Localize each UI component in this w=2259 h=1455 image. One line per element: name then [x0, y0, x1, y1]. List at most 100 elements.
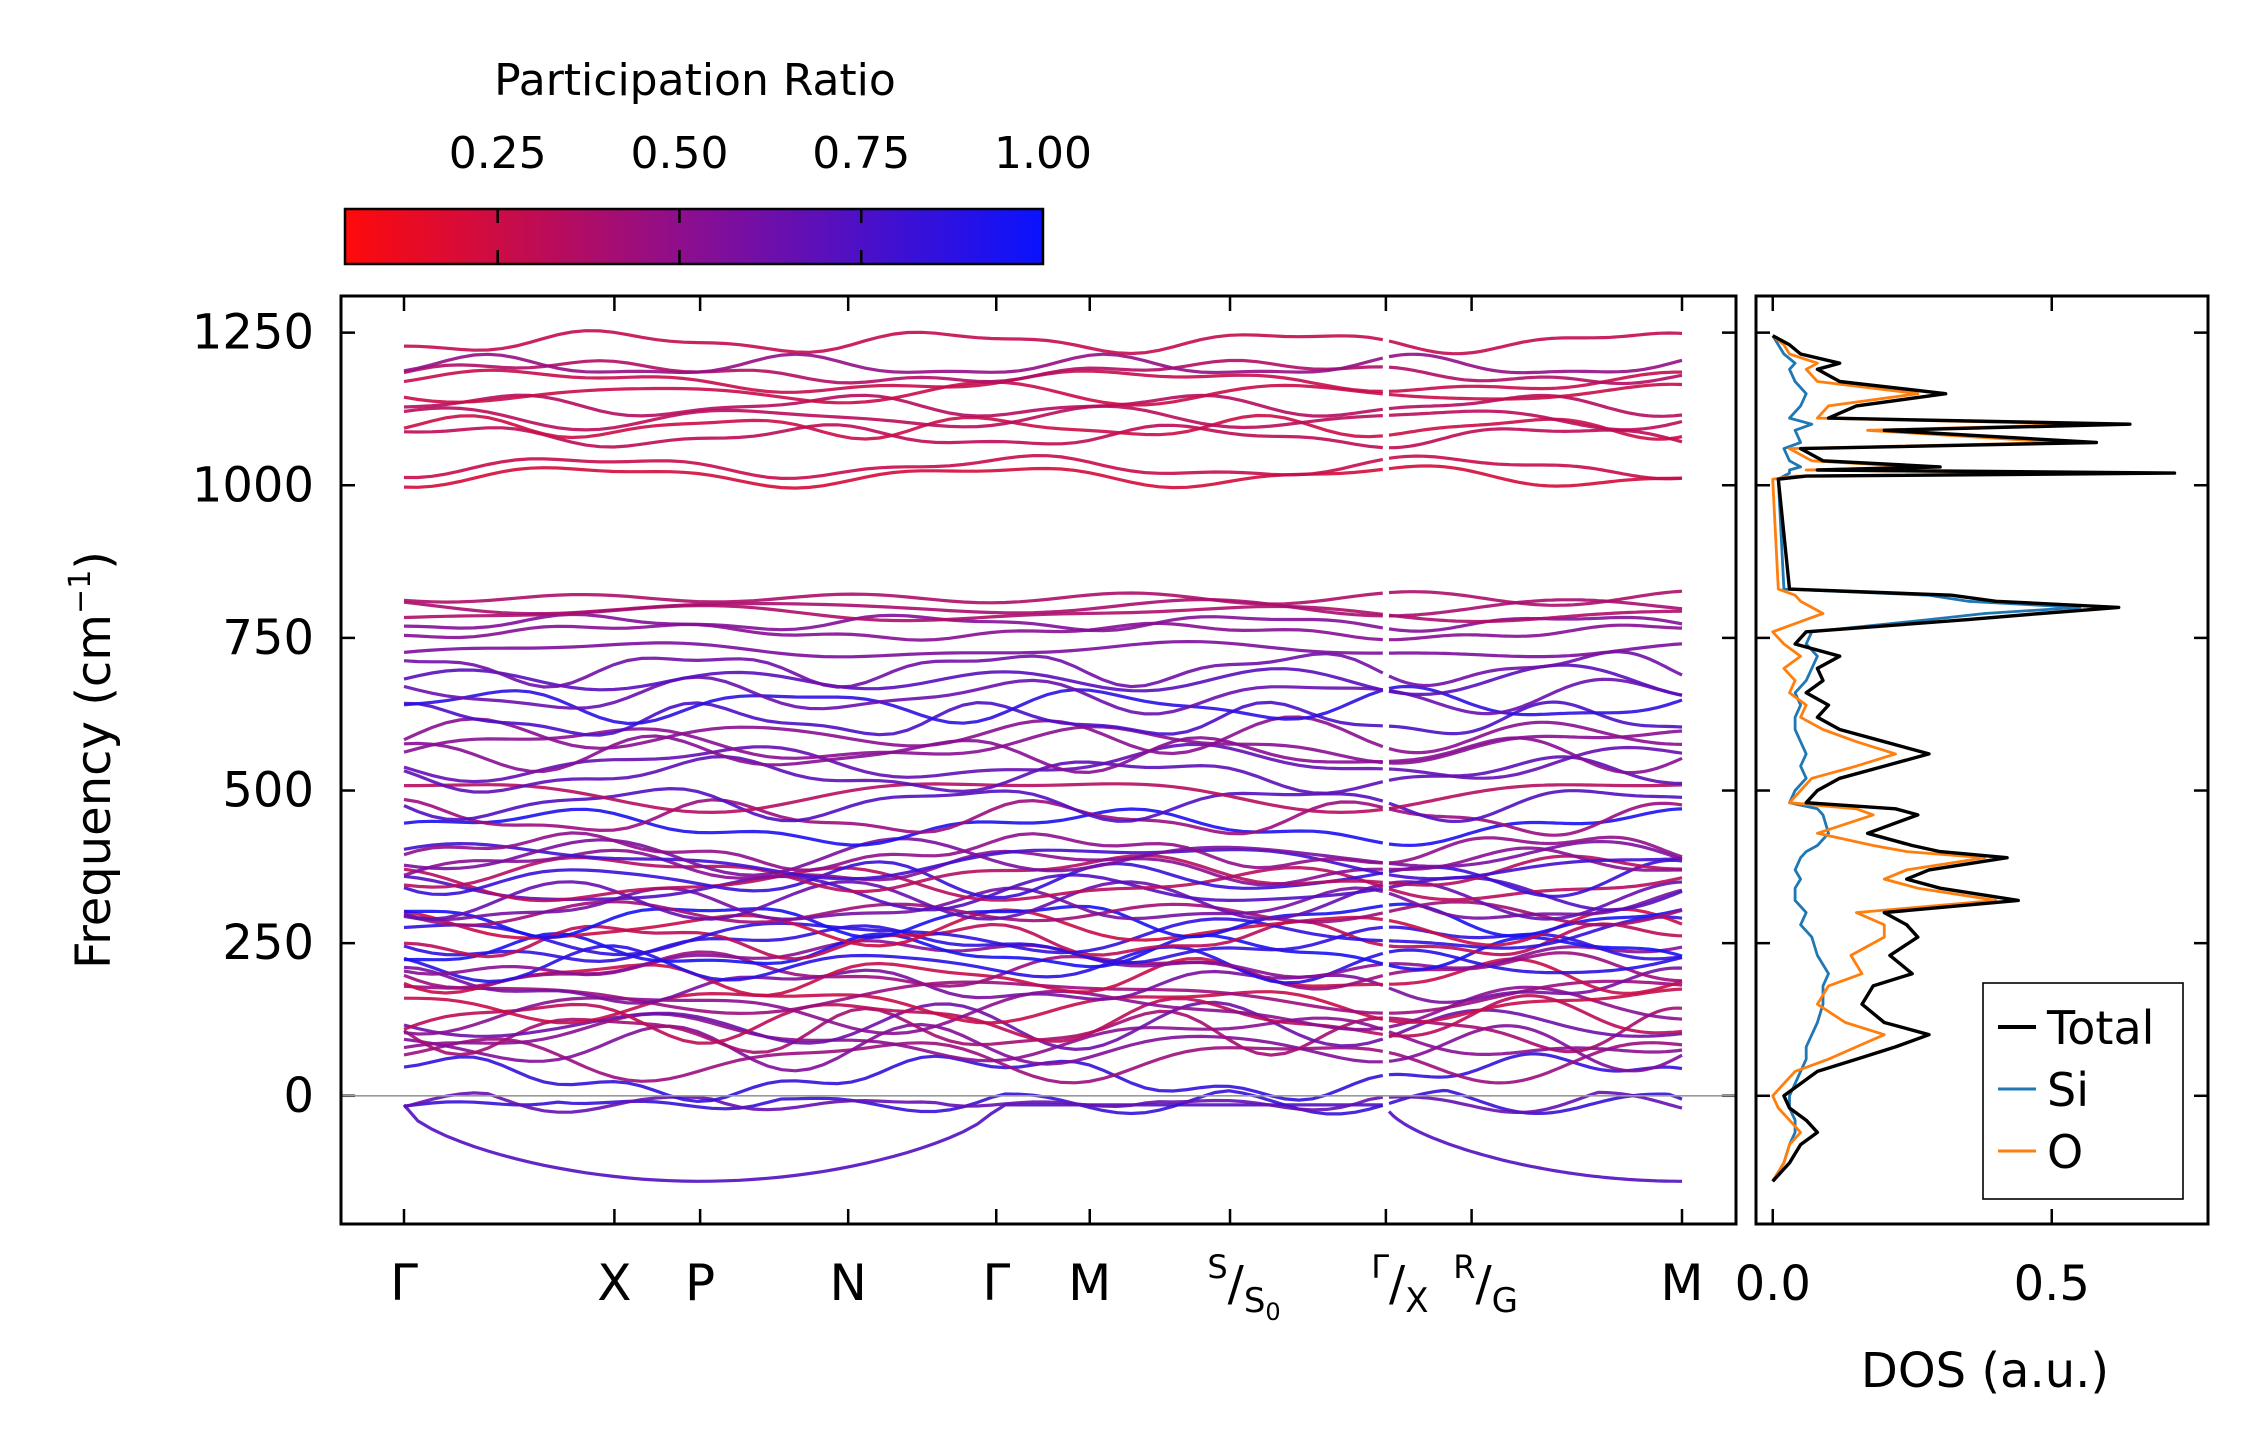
k-label-sup: Γ: [1371, 1248, 1389, 1286]
k-point-label: R/G: [1453, 1248, 1518, 1321]
k-label-slash: /: [1389, 1256, 1406, 1312]
band-line: [1388, 370, 1682, 393]
k-label-text: S/S0: [1207, 1248, 1280, 1326]
band-line: [1388, 1030, 1683, 1056]
band-lines: [402, 329, 1683, 1183]
colorbar-tick-label: 0.50: [630, 128, 728, 179]
k-label-subsub: 0: [1265, 1298, 1280, 1326]
y-tick-label: 500: [222, 763, 314, 819]
band-line: [403, 860, 1384, 900]
band-line: [403, 675, 1383, 716]
dos-panel: 0.0 0.5 DOS (a.u.) Total Si O: [1735, 294, 2210, 1399]
colorbar-tick-label: 0.25: [449, 128, 547, 179]
band-line: [1388, 409, 1683, 432]
band-line: [403, 797, 1384, 836]
legend-label-total: Total: [2046, 1001, 2154, 1055]
band-line: [1388, 807, 1683, 848]
band-line: [403, 466, 1383, 490]
band-line: [1388, 789, 1683, 823]
k-point-label: M: [1660, 1254, 1703, 1312]
dos-series-si: [1771, 334, 2082, 1183]
dos-x-tick-label: 0.0: [1735, 1256, 1811, 1312]
k-point-label: S/S0: [1207, 1248, 1280, 1326]
band-line: [1388, 994, 1683, 1038]
colorbar-tick-label: 0.75: [812, 128, 910, 179]
band-line: [1388, 365, 1683, 386]
band-line: [1388, 876, 1683, 902]
band-line: [402, 1103, 1383, 1183]
legend-label-si: Si: [2047, 1063, 2089, 1117]
band-line: [1388, 352, 1683, 375]
band-line: [403, 358, 1383, 385]
band-line: [403, 1091, 1384, 1114]
band-line: [1388, 736, 1683, 775]
k-label-text: Γ: [982, 1254, 1010, 1312]
band-line: [403, 807, 1384, 847]
band-line: [1388, 783, 1683, 811]
band-line: [403, 965, 1384, 1005]
band-line: [403, 754, 1384, 795]
legend-box: [1982, 982, 2184, 1200]
k-label-sub: S: [1244, 1281, 1266, 1321]
band-line: [1388, 729, 1683, 765]
band-line: [403, 880, 1384, 921]
k-label-sup: R: [1453, 1248, 1475, 1286]
band-line: [404, 782, 1383, 815]
band-line: [403, 853, 1383, 894]
band-line: [403, 715, 1384, 756]
band-plot-frame: [339, 294, 1738, 1226]
band-line: [403, 742, 1383, 784]
band-line: [1388, 987, 1683, 1024]
y-tick-label: 0: [283, 1068, 314, 1124]
k-label-slash: /: [1228, 1256, 1245, 1312]
band-line: [403, 700, 1383, 737]
band-line: [403, 841, 1384, 881]
band-line: [1388, 677, 1683, 716]
band-line: [1388, 907, 1683, 947]
k-point-label: Γ/X: [1371, 1248, 1428, 1321]
band-line: [1388, 382, 1683, 401]
k-label-sub: X: [1405, 1281, 1428, 1321]
k-label-text: M: [1068, 1254, 1111, 1312]
band-line: [1389, 598, 1683, 618]
band-line: [1388, 720, 1683, 755]
band-line: [403, 944, 1384, 985]
dos-series-total: [1771, 334, 2177, 1183]
band-line: [403, 380, 1383, 407]
band-line: [1388, 417, 1683, 441]
colorbar-gradient: [343, 207, 1045, 266]
band-line: [403, 612, 1384, 633]
k-label-text: R/G: [1453, 1248, 1518, 1321]
k-label-text: P: [685, 1254, 715, 1312]
band-line: [1389, 623, 1683, 642]
band-line: [1388, 609, 1683, 624]
band-line: [1387, 1110, 1682, 1183]
band-line: [403, 1089, 1384, 1116]
band-line: [403, 591, 1383, 606]
band-line: [1388, 915, 1683, 950]
band-line: [404, 453, 1384, 481]
band-line: [403, 652, 1384, 689]
k-point-label: N: [829, 1254, 866, 1312]
band-line: [403, 621, 1383, 642]
band-line: [1388, 1041, 1683, 1085]
band-line: [1388, 966, 1683, 1004]
k-point-label: P: [685, 1254, 715, 1312]
band-line: [403, 368, 1383, 394]
band-line: [403, 917, 1383, 957]
k-label-text: Γ: [390, 1254, 418, 1312]
band-line: [403, 980, 1383, 1016]
dos-x-axis-label: DOS (a.u.): [1861, 1343, 2109, 1399]
band-line: [403, 831, 1383, 872]
band-line: [403, 352, 1384, 375]
y-tick-label: 250: [222, 915, 314, 971]
colorbar-title: Participation Ratio: [494, 55, 896, 106]
k-point-label: X: [597, 1254, 631, 1312]
colorbar: Participation Ratio 0.25 0.50 0.75 1.00: [343, 55, 1092, 266]
dos-lines: [1771, 334, 2177, 1183]
band-line: [403, 1012, 1384, 1063]
band-line: [404, 904, 1384, 940]
band-line: [1388, 331, 1683, 356]
band-line: [1388, 1008, 1683, 1039]
